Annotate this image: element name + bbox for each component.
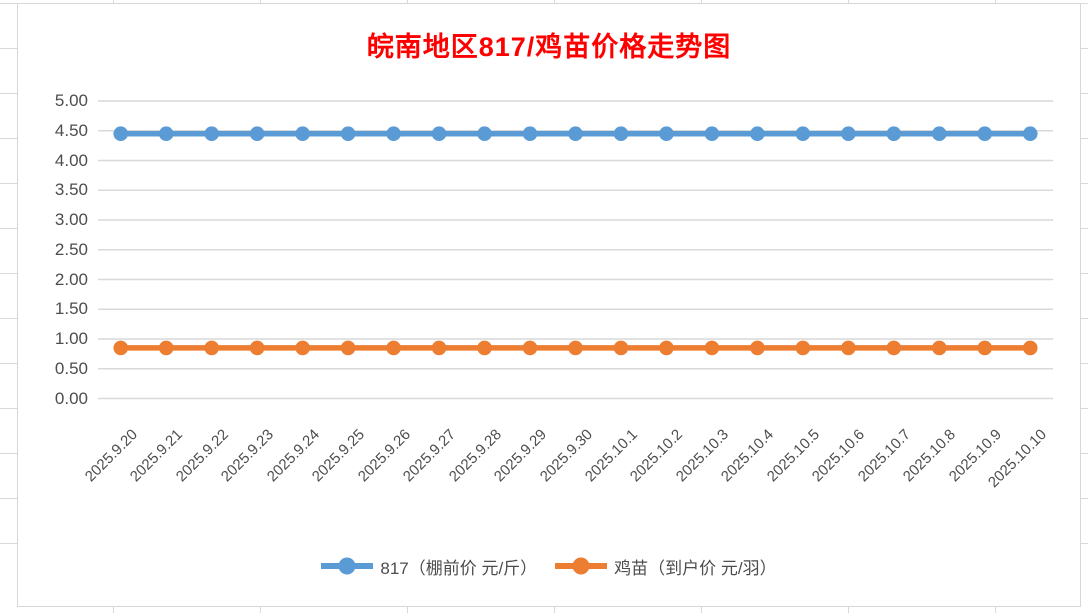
y-tick-label: 0.00 (54, 388, 88, 408)
data-point[interactable] (750, 126, 765, 142)
data-point[interactable] (386, 126, 401, 142)
data-point[interactable] (704, 126, 720, 142)
data-point[interactable] (295, 126, 310, 142)
legend-label: 817（棚前价 元/斤） (380, 558, 538, 578)
data-point[interactable] (340, 340, 356, 356)
data-point[interactable] (158, 340, 174, 356)
data-point[interactable] (659, 340, 674, 356)
data-point[interactable] (886, 126, 902, 142)
y-tick-label: 1.50 (54, 299, 88, 319)
y-tick-label: 4.00 (54, 150, 88, 170)
legend-label: 鸡苗（到户价 元/羽） (614, 558, 777, 578)
data-point[interactable] (841, 340, 856, 356)
data-point[interactable] (841, 126, 856, 142)
data-point[interactable] (522, 126, 538, 142)
data-point[interactable] (932, 126, 947, 142)
data-point[interactable] (659, 126, 674, 142)
data-point[interactable] (613, 340, 629, 356)
data-point[interactable] (1022, 340, 1038, 356)
data-point[interactable] (977, 340, 993, 356)
y-tick-label: 3.00 (54, 210, 88, 229)
y-tick-label: 2.50 (54, 239, 88, 259)
data-point[interactable] (249, 340, 265, 356)
data-point[interactable] (522, 340, 538, 356)
y-tick-label: 1.00 (54, 329, 88, 348)
legend-marker-icon (555, 557, 608, 575)
data-point[interactable] (431, 126, 447, 142)
data-point[interactable] (932, 340, 947, 356)
series-layer[interactable] (113, 126, 1038, 356)
y-tick-label: 5.00 (54, 91, 88, 110)
chart-title: 皖南地区817/鸡苗价格走势图 (366, 32, 732, 62)
series-817（棚前价 元/斤）[interactable] (113, 126, 1038, 142)
data-point[interactable] (795, 126, 811, 142)
data-point[interactable] (750, 340, 765, 356)
data-point[interactable] (204, 126, 219, 142)
data-point[interactable] (477, 126, 492, 142)
y-tick-label: 3.50 (54, 180, 88, 200)
chart-container[interactable] (17, 3, 1081, 607)
data-point[interactable] (113, 340, 129, 356)
data-point[interactable] (568, 126, 583, 142)
y-tick-label: 0.50 (54, 358, 88, 378)
y-tick-label: 4.50 (54, 120, 88, 140)
data-point[interactable] (431, 340, 447, 356)
data-point[interactable] (340, 126, 356, 142)
data-point[interactable] (158, 126, 174, 142)
data-point[interactable] (613, 126, 629, 142)
legend-item[interactable]: 817（棚前价 元/斤） (321, 554, 537, 579)
data-point[interactable] (704, 340, 720, 356)
legend: 817（棚前价 元/斤） 鸡苗（到户价 元/羽） (17, 551, 1081, 581)
data-point[interactable] (386, 340, 401, 356)
data-point[interactable] (795, 340, 811, 356)
data-point[interactable] (568, 340, 583, 356)
y-tick-label: 2.00 (54, 269, 88, 289)
data-point[interactable] (886, 340, 902, 356)
data-point[interactable] (295, 340, 310, 356)
data-point[interactable] (977, 126, 993, 142)
data-point[interactable] (204, 340, 219, 356)
legend-item[interactable]: 鸡苗（到户价 元/羽） (555, 554, 777, 579)
data-point[interactable] (1022, 126, 1038, 142)
data-point[interactable] (477, 340, 492, 356)
data-point[interactable] (249, 126, 265, 142)
legend-marker-icon (321, 557, 374, 575)
series-鸡苗（到户价 元/羽）[interactable] (113, 340, 1038, 356)
data-point[interactable] (113, 126, 129, 142)
